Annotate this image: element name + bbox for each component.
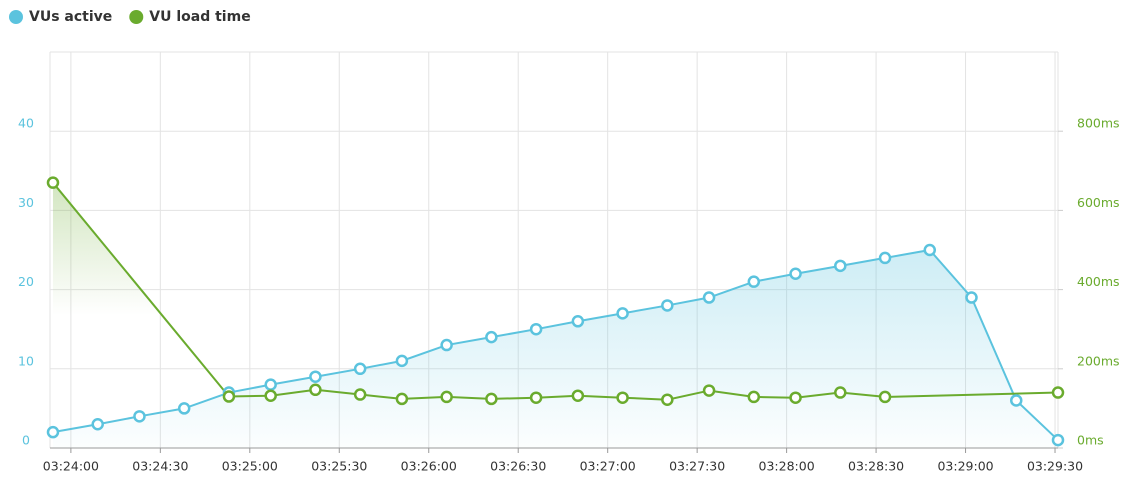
point: [878, 390, 892, 404]
point: [529, 391, 543, 404]
y-tick-label: 40: [18, 116, 34, 131]
x-tick-label: 03:29:30: [1027, 459, 1083, 474]
x-tick-label: 03:25:30: [311, 459, 367, 474]
point: [661, 299, 674, 312]
point: [834, 259, 847, 273]
y-tick-label: 10: [18, 353, 34, 368]
point: [1051, 386, 1065, 399]
point: [264, 378, 277, 391]
series-area: [52, 182, 1059, 448]
point: [616, 391, 629, 404]
point: [571, 389, 585, 402]
point: [661, 393, 674, 406]
y-tick-label: 20: [18, 274, 34, 289]
point: [834, 386, 847, 399]
x-tick-label: 03:24:30: [132, 459, 188, 474]
point: [395, 392, 409, 406]
point: [789, 391, 802, 404]
legend-dot: [129, 10, 144, 24]
point: [395, 354, 409, 368]
y-tick-label: 0: [22, 433, 30, 448]
x-tick-label: 03:26:00: [401, 459, 457, 474]
y2-tick-label: 200ms: [1077, 353, 1120, 368]
point: [309, 383, 322, 397]
point: [353, 388, 367, 401]
y-tick-label: 30: [18, 195, 34, 210]
point: [702, 384, 716, 397]
y2-tick-label: 800ms: [1077, 116, 1120, 131]
x-tick-label: 03:24:00: [43, 459, 99, 474]
legend-label: VUs active: [29, 9, 112, 25]
point: [353, 362, 367, 376]
point: [46, 176, 60, 189]
x-tick-label: 03:28:00: [759, 459, 815, 474]
x-tick-label: 03:27:30: [669, 459, 725, 474]
point: [222, 390, 236, 403]
point: [747, 390, 761, 404]
point: [923, 243, 937, 257]
point: [264, 389, 277, 402]
x-tick-label: 03:27:00: [580, 459, 636, 474]
legend-label: VU load time: [149, 9, 250, 25]
series-line: [52, 182, 1059, 401]
point: [133, 410, 146, 423]
y2-tick-label: 0ms: [1077, 433, 1104, 448]
x-tick-label: 03:25:00: [222, 459, 278, 474]
point: [440, 390, 453, 404]
y2-tick-label: 600ms: [1077, 195, 1120, 210]
x-tick-label: 03:26:30: [490, 459, 546, 474]
point: [529, 322, 543, 336]
point: [747, 275, 761, 288]
point: [616, 307, 629, 320]
point: [309, 370, 322, 383]
point: [440, 338, 453, 352]
point: [485, 330, 498, 344]
point: [91, 417, 104, 431]
point: [1009, 394, 1023, 407]
point: [485, 392, 498, 406]
point: [1051, 433, 1065, 447]
point: [965, 291, 978, 304]
point: [46, 425, 60, 439]
x-tick-label: 03:29:00: [937, 459, 993, 474]
point: [177, 402, 191, 415]
point: [702, 291, 716, 304]
point: [878, 251, 892, 265]
y2-tick-label: 400ms: [1077, 274, 1120, 289]
x-tick-label: 03:28:30: [848, 459, 904, 474]
legend-dot: [9, 10, 23, 24]
point: [571, 315, 585, 328]
point: [789, 267, 802, 281]
